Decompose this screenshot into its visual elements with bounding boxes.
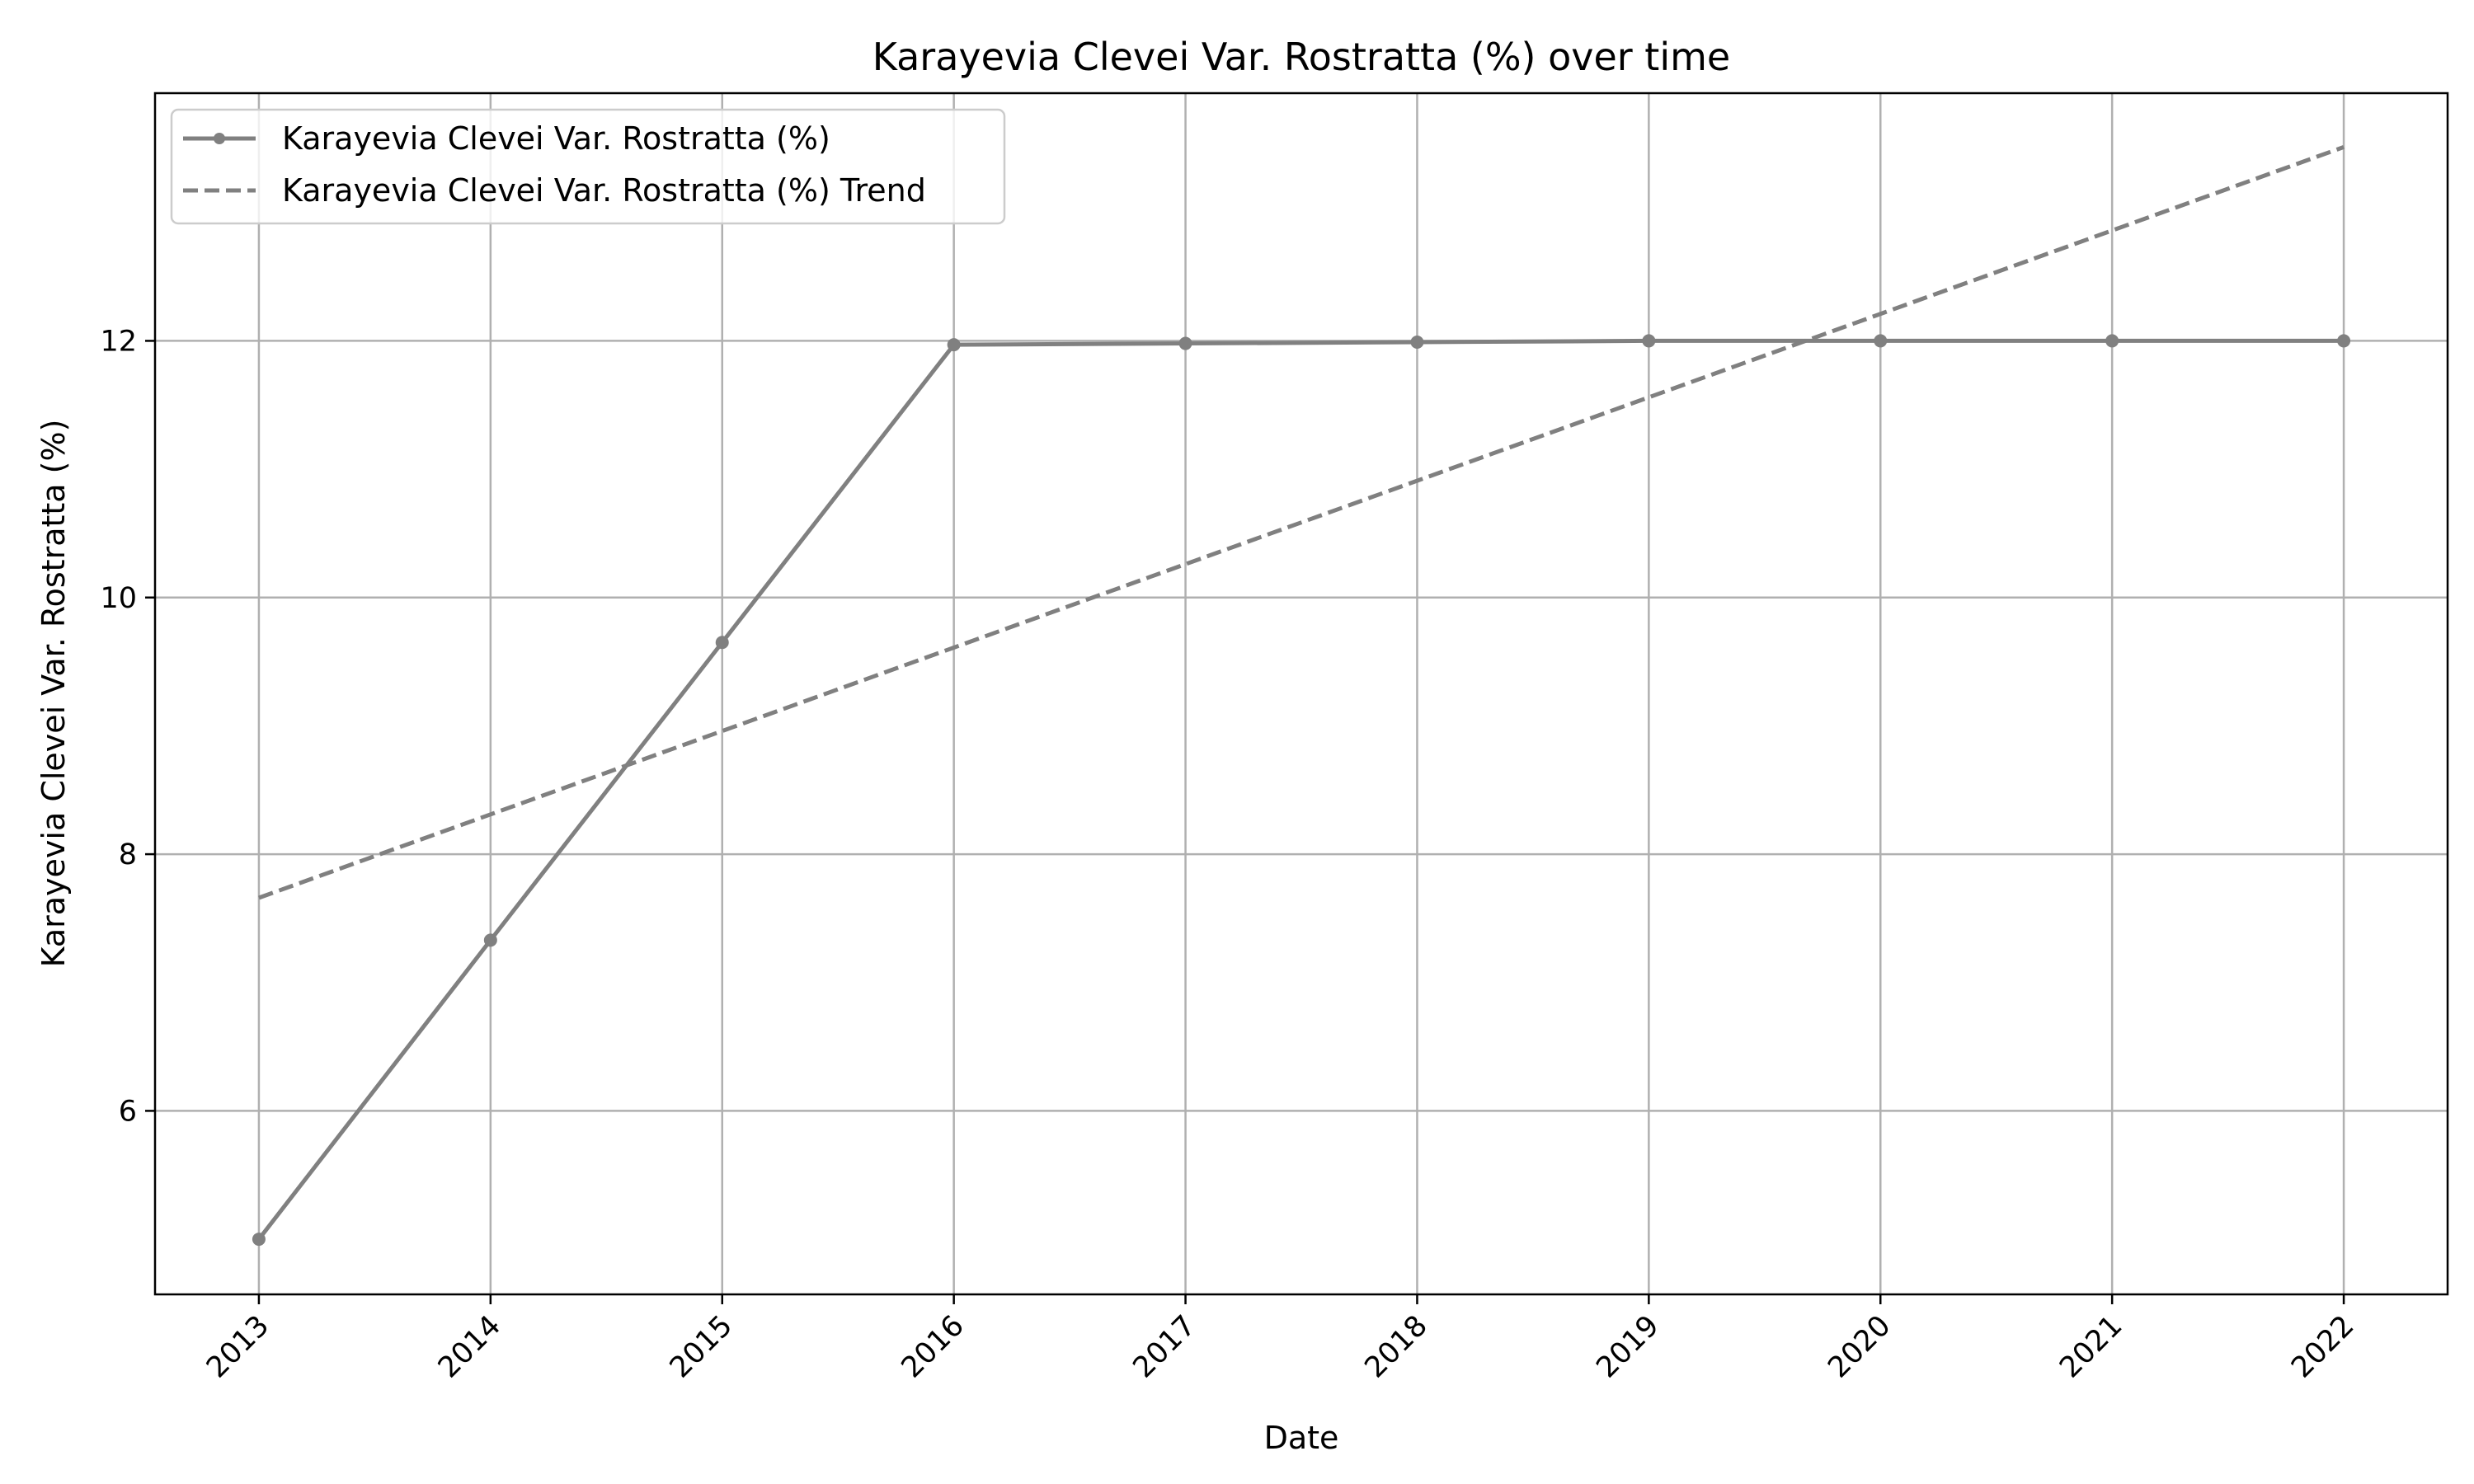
data-point [1642,334,1656,348]
plot-frame [153,92,2449,1296]
data-point [1410,335,1424,349]
data-point [1178,336,1192,350]
y-tick-label: 12 [100,325,137,358]
legend-marker-series [214,133,225,144]
y-tick-label: 8 [119,838,137,871]
legend-label-series: Karayevia Clevei Var. Rostratta (%) [282,120,830,157]
data-point [2337,334,2351,348]
series-line [256,338,2345,1241]
y-tick-label: 6 [119,1095,137,1128]
data-point [252,1233,266,1247]
y-tick-label: 10 [100,582,137,615]
y-axis-label: Karayevia Clevei Var. Rostratta (%) [35,420,72,968]
chart-title: Karayevia Clevei Var. Rostratta (%) over… [872,35,1731,79]
data-point [715,636,729,650]
series-group [252,145,2351,1247]
data-point [483,933,497,947]
legend-box [170,108,1006,225]
trend-line [258,145,2345,900]
legend: Karayevia Clevei Var. Rostratta (%) Kara… [170,108,1006,225]
legend-label-trend: Karayevia Clevei Var. Rostratta (%) Tren… [282,172,926,209]
x-axis-label: Date [1264,1420,1339,1456]
data-point [1874,334,1888,348]
data-point [2105,334,2119,348]
data-point [947,338,961,352]
y-axis: 6 8 10 12 [100,325,155,1128]
